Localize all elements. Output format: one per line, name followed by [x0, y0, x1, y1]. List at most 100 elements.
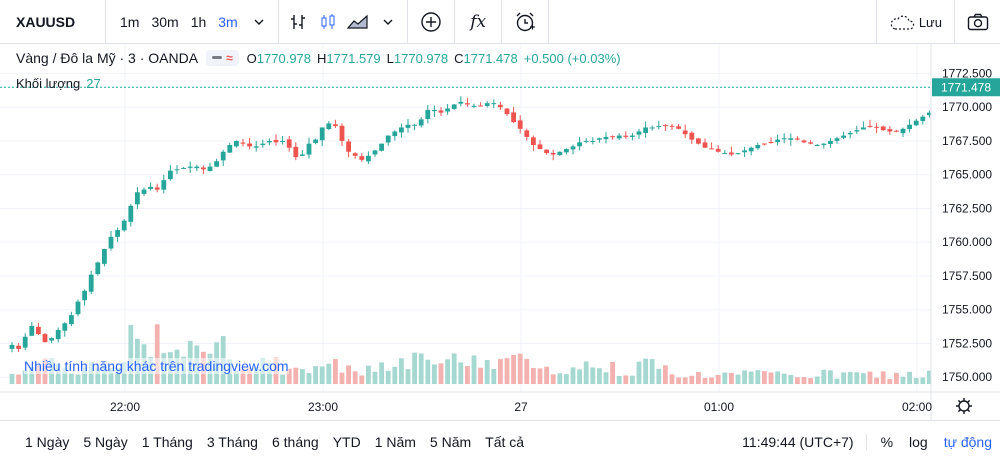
clock-timezone[interactable]: 11:49:44 (UTC+7): [730, 434, 866, 450]
volume-bar: [584, 361, 589, 384]
cloud-icon: [889, 13, 915, 31]
range-ytd[interactable]: YTD: [326, 434, 368, 450]
range-3m[interactable]: 3 Tháng: [200, 434, 265, 450]
minus-icon: [212, 56, 222, 60]
candle-body: [716, 149, 721, 152]
candle-body: [76, 302, 81, 315]
candle-body: [722, 153, 727, 154]
candle-body: [208, 167, 213, 171]
interval-1h[interactable]: 1h: [185, 0, 213, 44]
save-button[interactable]: Lưu: [876, 0, 954, 44]
symbol-search[interactable]: XAUUSD: [0, 0, 106, 44]
candle-body: [359, 156, 364, 160]
candle-body: [538, 144, 543, 149]
volume-bar: [498, 359, 503, 384]
range-1m[interactable]: 1 Tháng: [135, 434, 200, 450]
candle-body: [485, 103, 490, 106]
range-5d[interactable]: 5 Ngày: [76, 434, 134, 450]
interval-30m[interactable]: 30m: [145, 0, 184, 44]
indicators-fx-icon[interactable]: fx: [459, 0, 497, 44]
candle-body: [551, 153, 556, 154]
volume-bar: [623, 375, 628, 384]
interval-chevron-down-icon[interactable]: [244, 0, 274, 44]
volume-bar: [524, 359, 529, 384]
time-tick-label: 22:00: [110, 400, 140, 414]
volume-bar: [472, 355, 477, 384]
range-1y[interactable]: 1 Năm: [368, 434, 423, 450]
watermark-link[interactable]: Nhiều tính năng khác trên tradingview.co…: [24, 358, 289, 374]
volume-bar: [887, 379, 892, 384]
candle-body: [340, 126, 345, 141]
candle-body: [808, 142, 813, 143]
legend-toggle-pill[interactable]: ≈: [206, 50, 239, 66]
volume-bar: [775, 371, 780, 384]
candle-body: [478, 105, 483, 106]
candle-body: [254, 146, 259, 147]
candle-body: [241, 143, 246, 144]
volume-bar: [590, 367, 595, 384]
candle-body: [439, 110, 444, 112]
open-value: 1770.978: [257, 51, 311, 66]
chart-type-chevron-down-icon[interactable]: [373, 0, 403, 44]
candle-body: [201, 168, 206, 170]
volume-bar: [320, 366, 325, 384]
volume-bar: [386, 371, 391, 384]
volume-bar: [551, 374, 556, 384]
candle-body: [623, 136, 628, 137]
candle-body: [102, 249, 107, 264]
alert-clock-icon[interactable]: [506, 0, 544, 44]
range-all[interactable]: Tất cả: [478, 434, 531, 450]
interval-3m[interactable]: 3m: [212, 0, 243, 44]
volume-bar: [300, 369, 305, 384]
candle-body: [247, 144, 252, 147]
candle-body: [214, 161, 219, 166]
volume-bar: [445, 359, 450, 384]
candle-body: [491, 103, 496, 104]
candle-body: [788, 138, 793, 140]
volume-bar: [828, 370, 833, 384]
candle-body: [736, 153, 741, 154]
candle-body: [571, 146, 576, 149]
volume-bar: [749, 371, 754, 384]
log-scale-button[interactable]: log: [901, 434, 936, 450]
candle-body: [287, 139, 292, 147]
range-5y[interactable]: 5 Năm: [423, 434, 478, 450]
candle-body: [419, 119, 424, 125]
volume-bar: [716, 375, 721, 384]
candle-body: [782, 138, 787, 139]
area-chart-icon[interactable]: [343, 0, 373, 44]
price-tick-label: 1757.500: [942, 269, 992, 283]
candles-icon[interactable]: [313, 0, 343, 44]
percent-scale-button[interactable]: %: [873, 434, 901, 450]
candle-body: [472, 106, 477, 107]
volume-bar: [881, 371, 886, 384]
volume-bar: [683, 377, 688, 384]
range-6m[interactable]: 6 tháng: [265, 434, 326, 450]
candle-body: [95, 262, 100, 274]
volume-bar: [788, 375, 793, 384]
candle-body: [887, 129, 892, 131]
volume-bar: [412, 353, 417, 384]
volume-bar: [610, 362, 615, 384]
candle-body: [841, 136, 846, 138]
volume-bar: [518, 354, 523, 384]
auto-scale-button[interactable]: tự động: [936, 434, 1000, 450]
volume-bar: [10, 374, 15, 384]
candle-body: [531, 137, 536, 145]
price-tick-label: 1752.500: [942, 336, 992, 350]
candle-body: [617, 136, 622, 139]
screenshot-camera-icon[interactable]: [954, 0, 1000, 44]
volume-bar: [432, 364, 437, 384]
candle-body: [62, 323, 67, 330]
volume-bar: [128, 325, 133, 384]
candle-body: [293, 147, 298, 157]
candle-body: [29, 326, 34, 336]
candle-body: [36, 327, 41, 334]
compare-plus-icon[interactable]: [412, 0, 450, 44]
interval-1m[interactable]: 1m: [114, 0, 145, 44]
candle-body: [432, 110, 437, 111]
volume-bar: [346, 365, 351, 384]
bar-chart-icon[interactable]: [283, 0, 313, 44]
range-1d[interactable]: 1 Ngày: [18, 434, 76, 450]
